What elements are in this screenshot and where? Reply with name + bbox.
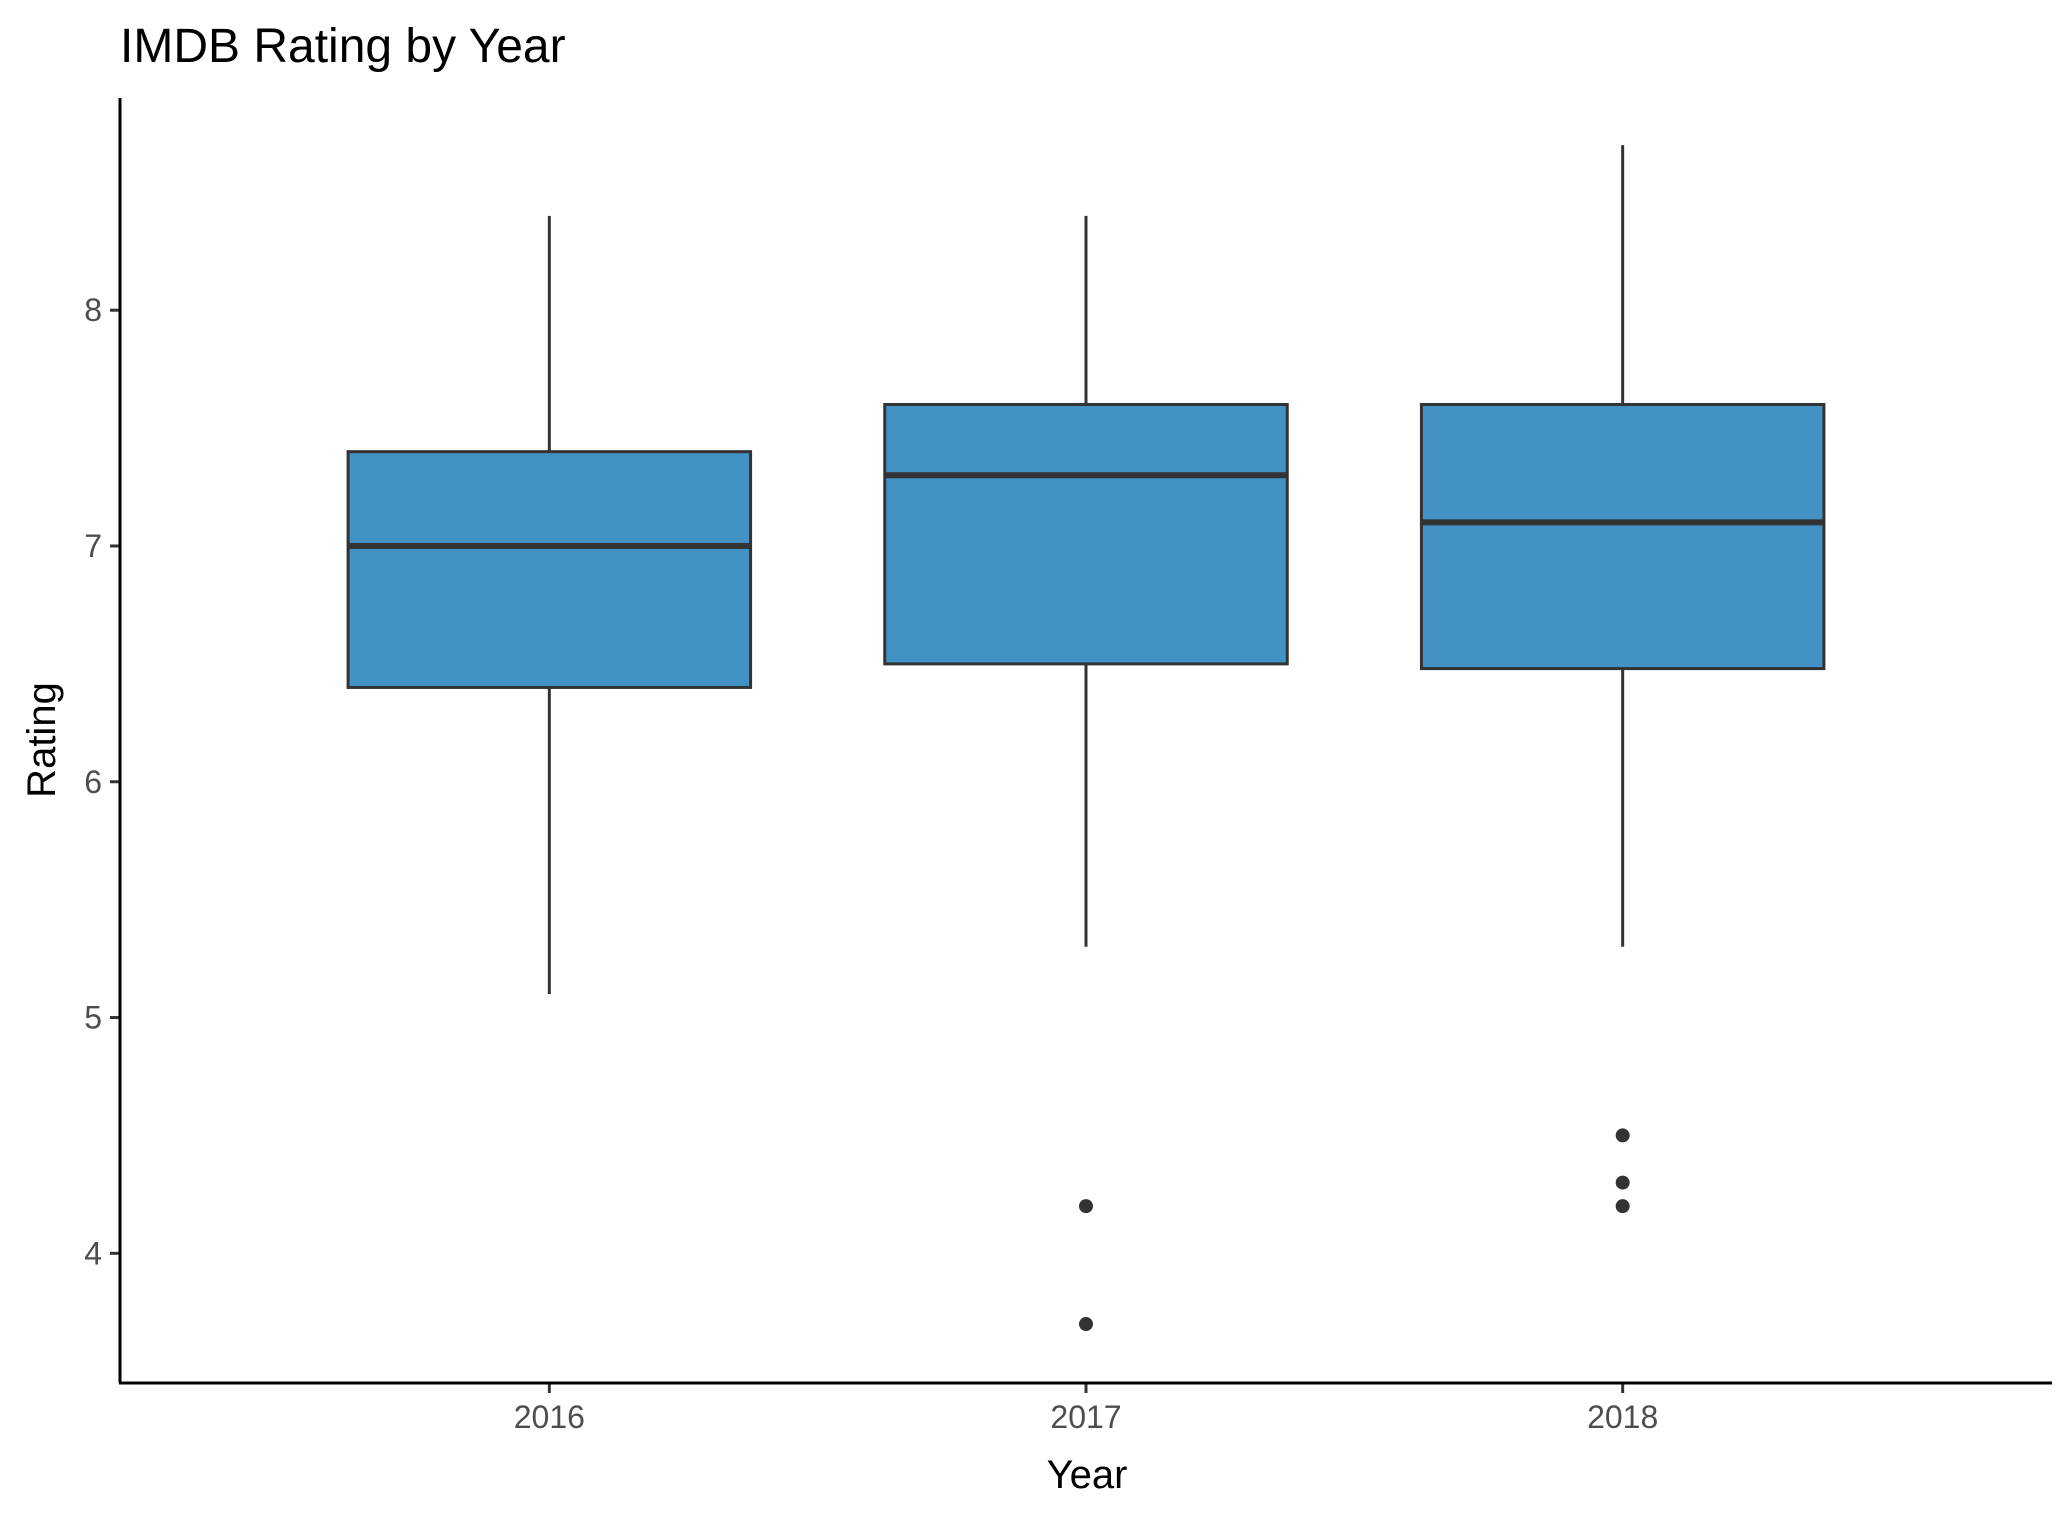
x-tick-label: 2016 (514, 1399, 585, 1435)
x-tick-label: 2018 (1587, 1399, 1658, 1435)
y-axis-ticks: 4 5 6 7 8 (84, 292, 120, 1271)
chart-title: IMDB Rating by Year (120, 20, 566, 73)
outlier-point (1079, 1199, 1093, 1214)
interquartile-box (1419, 403, 1826, 671)
plot-area (346, 145, 1826, 1332)
box-2018 (1419, 145, 1826, 1214)
outlier-point (1615, 1128, 1630, 1143)
y-tick-label: 6 (84, 764, 102, 800)
box-2016 (346, 215, 753, 994)
outlier-point (1615, 1199, 1630, 1214)
outlier-point (1079, 1317, 1093, 1332)
box-2017 (883, 215, 1289, 1332)
interquartile-box (346, 450, 753, 689)
x-tick-label: 2017 (1050, 1399, 1121, 1435)
y-axis-title: Rating (20, 682, 64, 798)
y-tick-label: 8 (84, 292, 102, 328)
interquartile-box (883, 403, 1289, 666)
y-tick-label: 7 (84, 528, 102, 564)
x-axis-ticks: 2016 2017 2018 (514, 1383, 1658, 1435)
outlier-point (1615, 1175, 1630, 1190)
x-axis-title: Year (1047, 1453, 1128, 1497)
y-tick-label: 4 (84, 1235, 102, 1271)
y-tick-label: 5 (84, 1000, 102, 1036)
